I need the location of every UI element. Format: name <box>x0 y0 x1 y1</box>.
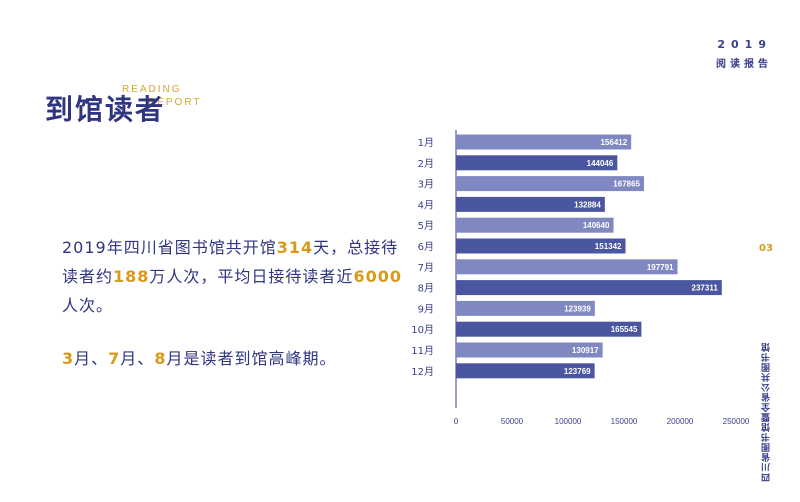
x-tick-label-5: 250000 <box>723 417 750 426</box>
bar-2 <box>456 155 618 171</box>
summary-text-3: 万人次，平均日接待读者近 <box>149 267 354 286</box>
category-label-1: 1月 <box>418 137 434 149</box>
x-tick-label-0: 0 <box>454 417 459 426</box>
peak-month-3: 8 <box>154 349 167 368</box>
peak-month-2: 7 <box>108 349 121 368</box>
category-label-9: 9月 <box>418 303 434 315</box>
data-label-6: 151342 <box>595 242 622 251</box>
daily-visits-value: 6000 <box>353 267 402 286</box>
category-label-2: 2月 <box>418 158 434 170</box>
peak-sep-1: 月、 <box>74 349 109 368</box>
title-english-line2: REPORT <box>148 97 202 108</box>
bar-8 <box>456 280 722 296</box>
title-english: READING REPORT <box>122 83 202 109</box>
data-label-4: 132884 <box>574 200 601 209</box>
data-label-12: 123769 <box>564 367 591 376</box>
bar-7 <box>456 259 678 275</box>
total-visits-value: 188 <box>113 267 150 286</box>
x-tick-label-4: 200000 <box>667 417 694 426</box>
title-english-line1: READING <box>122 84 182 95</box>
data-label-11: 130917 <box>572 346 599 355</box>
data-label-8: 237311 <box>692 284 719 293</box>
bar-4 <box>456 196 605 212</box>
data-label-1: 156412 <box>600 138 627 147</box>
data-label-5: 140640 <box>583 221 610 230</box>
brand-block: 2019 阅读报告 <box>716 38 772 70</box>
bar-12 <box>456 363 595 379</box>
bar-11 <box>456 342 603 358</box>
x-tick-label-3: 150000 <box>611 417 638 426</box>
page-number: 03 <box>759 243 773 254</box>
summary-paragraph: 2019年四川省图书馆共开馆314天，总接待读者约188万人次，平均日接待读者近… <box>62 233 412 320</box>
category-label-4: 4月 <box>418 199 434 211</box>
data-label-7: 197791 <box>647 263 674 272</box>
x-tick-label-1: 50000 <box>501 417 524 426</box>
bar-1 <box>456 134 632 150</box>
data-label-2: 144046 <box>587 159 614 168</box>
bar-10 <box>456 321 642 337</box>
report-year: 2019 <box>717 38 772 51</box>
category-label-5: 5月 <box>418 220 434 232</box>
library-name-vertical: 四川省图书馆暨全省公共图书馆 <box>762 342 772 482</box>
category-label-8: 8月 <box>418 283 434 295</box>
summary-text-1: 2019年四川省图书馆共开馆 <box>62 238 277 257</box>
summary-text-2: 天，总接待读者约 <box>62 238 399 286</box>
data-label-10: 165545 <box>611 325 638 334</box>
peak-sep-2: 月、 <box>120 349 155 368</box>
bar-3 <box>456 176 645 192</box>
category-label-11: 11月 <box>411 345 434 357</box>
peak-months-text: 3月、7月、8月是读者到馆高峰期。 <box>62 345 336 369</box>
bar-6 <box>456 238 626 254</box>
data-label-9: 123939 <box>564 304 591 313</box>
peak-month-1: 3 <box>62 349 75 368</box>
monthly-visitors-bar-chart: 1月 156412 2月 144046 3月 167865 4月 132884 5月 140640… <box>411 130 750 426</box>
open-days-value: 314 <box>276 238 314 257</box>
category-label-12: 12月 <box>411 366 434 378</box>
category-label-10: 10月 <box>411 324 434 336</box>
bar-5 <box>456 217 614 233</box>
bar-9 <box>456 300 595 316</box>
category-label-3: 3月 <box>418 179 434 191</box>
page-title: 到馆读者 <box>45 93 166 126</box>
peak-sep-3: 月是读者到馆高峰期。 <box>166 349 337 368</box>
summary-text-4: 人次。 <box>62 296 114 315</box>
category-label-7: 7月 <box>418 262 434 274</box>
category-label-6: 6月 <box>418 241 434 253</box>
data-label-3: 167865 <box>613 180 640 189</box>
x-tick-label-2: 100000 <box>555 417 582 426</box>
report-name: 阅读报告 <box>716 59 772 70</box>
